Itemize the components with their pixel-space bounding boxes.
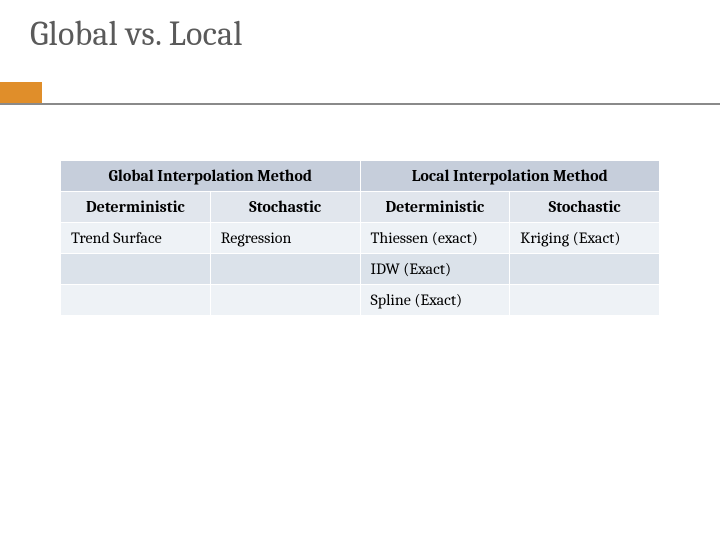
group-header-local: Local Interpolation Method — [360, 161, 660, 192]
cell-2-3 — [510, 285, 660, 316]
cell-1-1 — [210, 254, 360, 285]
table-row: Trend Surface Regression Thiessen (exact… — [61, 223, 660, 254]
horizontal-rule — [0, 103, 720, 105]
table-row: IDW (Exact) — [61, 254, 660, 285]
slide-title: Global vs. Local — [30, 14, 243, 54]
sub-header-0: Deterministic — [61, 192, 211, 223]
cell-2-0 — [61, 285, 211, 316]
cell-0-0: Trend Surface — [61, 223, 211, 254]
cell-0-3: Kriging (Exact) — [510, 223, 660, 254]
cell-2-1 — [210, 285, 360, 316]
cell-0-2: Thiessen (exact) — [360, 223, 510, 254]
table-row: Spline (Exact) — [61, 285, 660, 316]
cell-2-2: Spline (Exact) — [360, 285, 510, 316]
accent-bar — [0, 82, 42, 104]
group-header-row: Global Interpolation Method Local Interp… — [61, 161, 660, 192]
interpolation-table: Global Interpolation Method Local Interp… — [60, 160, 660, 316]
sub-header-row: Deterministic Stochastic Deterministic S… — [61, 192, 660, 223]
sub-header-2: Deterministic — [360, 192, 510, 223]
sub-header-3: Stochastic — [510, 192, 660, 223]
cell-1-0 — [61, 254, 211, 285]
cell-0-1: Regression — [210, 223, 360, 254]
cell-1-2: IDW (Exact) — [360, 254, 510, 285]
table: Global Interpolation Method Local Interp… — [60, 160, 660, 316]
sub-header-1: Stochastic — [210, 192, 360, 223]
cell-1-3 — [510, 254, 660, 285]
group-header-global: Global Interpolation Method — [61, 161, 361, 192]
slide-title-block: Global vs. Local — [30, 14, 243, 54]
